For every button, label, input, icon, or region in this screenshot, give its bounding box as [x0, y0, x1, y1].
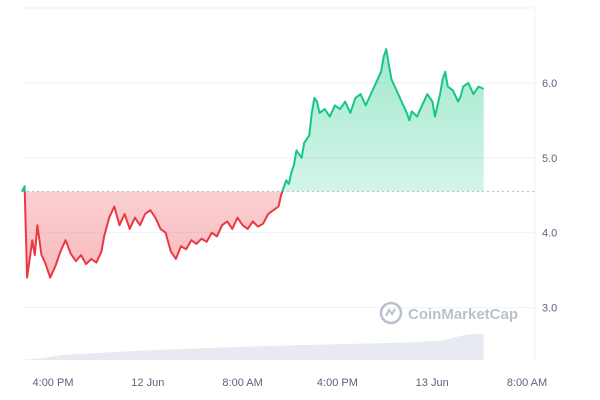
y-tick-label: 6.0 — [542, 78, 557, 90]
y-tick-label: 4.0 — [542, 228, 557, 240]
price-line — [21, 48, 485, 279]
x-tick-label: 13 Jun — [416, 377, 449, 389]
grid-lines — [22, 7, 536, 360]
x-tick-label: 8:00 AM — [507, 377, 547, 389]
x-tick-label: 8:00 AM — [222, 377, 262, 389]
price-line-down — [21, 191, 284, 279]
watermark: CoinMarketCap — [379, 301, 518, 325]
x-tick-label: 4:00 PM — [33, 377, 74, 389]
price-line-up — [21, 48, 485, 192]
area-below-baseline — [22, 191, 484, 278]
y-tick-label: 3.0 — [542, 303, 557, 315]
area-above-baseline — [22, 49, 484, 192]
x-tick-label: 12 Jun — [131, 377, 164, 389]
volume-area — [22, 334, 484, 360]
volume-shape — [22, 334, 484, 360]
x-tick-label: 4:00 PM — [317, 377, 358, 389]
y-axis-ticks: 3.0 4.0 5.0 6.0 — [542, 78, 557, 315]
logo-mark-icon — [385, 308, 396, 317]
watermark-text: CoinMarketCap — [408, 306, 518, 323]
y-tick-label: 5.0 — [542, 153, 557, 165]
price-area — [22, 49, 484, 278]
x-axis-ticks: 4:00 PM 12 Jun 8:00 AM 4:00 PM 13 Jun 8:00 AM — [33, 377, 548, 389]
coinmarketcap-logo-icon — [379, 301, 403, 325]
